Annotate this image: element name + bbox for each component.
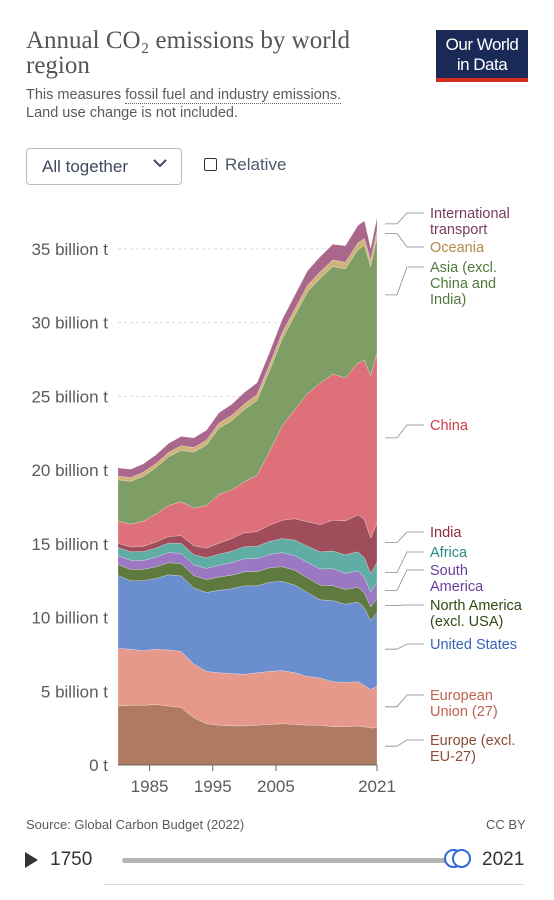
x-tick-label: 1995 bbox=[194, 777, 232, 796]
stacked-area-chart: 0 t 5 billion t 10 billion t 15 billion t 20… bbox=[31, 206, 523, 796]
x-tick-label: 2021 bbox=[358, 777, 396, 796]
series-label[interactable]: North America (excl. USA) bbox=[430, 598, 523, 630]
series-label-line: Union (27) bbox=[430, 704, 498, 720]
series-label-line: North America bbox=[430, 598, 523, 614]
x-tick-label: 2005 bbox=[257, 777, 295, 796]
chart-title: Annual CO₂ emissions by world region bbox=[26, 27, 350, 79]
y-tick-label: 30 billion t bbox=[31, 314, 108, 333]
label-leader-line bbox=[385, 739, 424, 747]
subtitle-prefix: This measures bbox=[26, 87, 126, 103]
subtitle-suffix: Land use change is not included. bbox=[26, 105, 239, 121]
chart-axes: 0 t 5 billion t 10 billion t 15 billion t 20… bbox=[31, 240, 395, 796]
label-leader-line bbox=[385, 643, 424, 650]
label-leader-line bbox=[385, 694, 424, 708]
series-label-line: China bbox=[430, 418, 469, 434]
chart-legend-labels: Europe (excl. EU-27)European Union (27)Uni… bbox=[385, 206, 523, 765]
y-tick-label: 5 billion t bbox=[41, 682, 108, 701]
y-tick-label: 10 billion t bbox=[31, 609, 108, 628]
series-label[interactable]: Africa bbox=[430, 545, 468, 561]
area-series-10[interactable] bbox=[117, 217, 378, 478]
chevron-down-icon bbox=[153, 159, 167, 168]
chart-areas bbox=[117, 217, 378, 766]
y-tick-label: 15 billion t bbox=[31, 535, 108, 554]
series-label[interactable]: United States bbox=[430, 637, 517, 653]
series-label-line: International bbox=[430, 206, 510, 222]
series-label-line: China and bbox=[430, 276, 496, 292]
relative-checkbox[interactable] bbox=[204, 158, 217, 172]
x-tick-label: 1985 bbox=[131, 777, 169, 796]
bottom-divider bbox=[104, 884, 524, 885]
license-badge[interactable]: CC BY bbox=[486, 817, 526, 832]
chart-subtitle: This measures fossil fuel and industry e… bbox=[26, 86, 426, 122]
logo-line-2: in Data bbox=[456, 55, 508, 74]
series-label-line: Oceania bbox=[430, 240, 485, 256]
series-label-line: Africa bbox=[430, 545, 468, 561]
timeline-end-year: 2021 bbox=[482, 849, 525, 870]
y-tick-label: 20 billion t bbox=[31, 461, 108, 480]
dropdown-value: All together bbox=[42, 157, 128, 176]
series-label-line: (excl. USA) bbox=[430, 614, 503, 630]
label-leader-line bbox=[385, 212, 424, 225]
series-label[interactable]: Oceania bbox=[430, 240, 485, 256]
y-tick-label: 0 t bbox=[89, 756, 108, 775]
series-label-line: South bbox=[430, 563, 468, 579]
label-leader-line bbox=[385, 551, 424, 573]
series-label[interactable]: South America bbox=[430, 563, 484, 595]
owid-logo[interactable]: Our World in Data bbox=[436, 30, 528, 82]
series-label[interactable]: Europe (excl. EU-27) bbox=[430, 733, 515, 765]
series-label[interactable]: India bbox=[430, 525, 462, 541]
relative-toggle[interactable]: Relative bbox=[204, 155, 286, 175]
label-leader-line bbox=[385, 266, 424, 296]
play-icon[interactable] bbox=[25, 852, 38, 868]
timeline-start-year: 1750 bbox=[50, 849, 93, 870]
timeline-end-handle[interactable] bbox=[452, 849, 471, 868]
label-leader-line bbox=[385, 531, 424, 543]
series-label[interactable]: European Union (27) bbox=[430, 688, 498, 720]
stack-mode-dropdown[interactable]: All together bbox=[26, 148, 182, 185]
series-label-line: United States bbox=[430, 637, 517, 653]
series-label[interactable]: Asia (excl. China and India) bbox=[430, 260, 497, 308]
series-label-line: EU-27) bbox=[430, 749, 476, 765]
y-tick-label: 25 billion t bbox=[31, 387, 108, 406]
series-label-line: Europe (excl. bbox=[430, 733, 515, 749]
series-label-line: European bbox=[430, 688, 493, 704]
series-label-line: America bbox=[430, 579, 484, 595]
series-label-line: Asia (excl. bbox=[430, 260, 497, 276]
y-tick-label: 35 billion t bbox=[31, 240, 108, 259]
label-leader-line bbox=[385, 424, 424, 439]
series-label[interactable]: China bbox=[430, 418, 469, 434]
subtitle-link[interactable]: fossil fuel and industry emissions. bbox=[125, 87, 342, 104]
series-label-line: transport bbox=[430, 222, 487, 238]
timeline-track[interactable] bbox=[122, 858, 462, 863]
source-note[interactable]: Source: Global Carbon Budget (2022) bbox=[26, 817, 245, 832]
logo-line-1: Our World bbox=[445, 35, 519, 54]
label-leader-line bbox=[385, 233, 424, 248]
relative-label: Relative bbox=[225, 155, 287, 174]
label-leader-line bbox=[385, 569, 424, 591]
series-label-line: India bbox=[430, 525, 462, 541]
series-label-line: India) bbox=[430, 292, 466, 308]
series-label[interactable]: International transport bbox=[430, 206, 510, 238]
